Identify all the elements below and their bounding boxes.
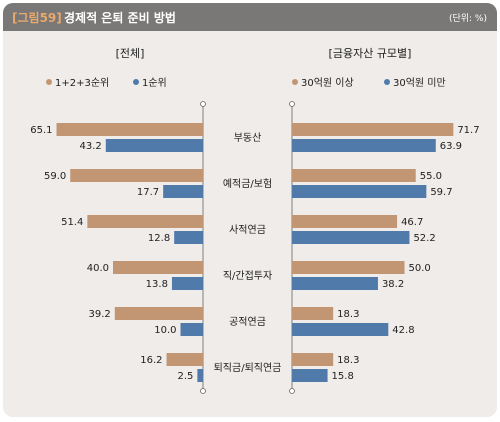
data-label-left-series-1: 39.2 [89, 309, 111, 320]
data-label-left-series-2: 43.2 [80, 141, 102, 152]
data-label-left-series-1: 16.2 [140, 355, 162, 366]
left-panel-title: [전체] [115, 47, 145, 60]
data-label-right-series-2: 42.8 [392, 325, 414, 336]
bar-left-series-1 [56, 123, 204, 136]
bar-right-series-1 [292, 261, 405, 274]
figure-number: [그림59] [12, 11, 62, 25]
bar-left-series-1 [113, 261, 203, 274]
category-label: 공적연금 [229, 316, 266, 328]
category-label: 사적연금 [229, 224, 266, 236]
data-label-right-series-2: 52.2 [413, 233, 435, 244]
bar-right-series-2 [292, 231, 410, 244]
bar-right-series-2 [292, 323, 389, 336]
data-label-right-series-2: 15.8 [332, 371, 354, 382]
data-label-left-series-2: 10.0 [154, 325, 176, 336]
legend-left-series-1-marker [46, 79, 52, 85]
bar-left-series-2 [174, 231, 203, 244]
data-label-left-series-1: 51.4 [61, 217, 83, 228]
bar-right-series-1 [292, 123, 454, 136]
data-label-right-series-2: 63.9 [440, 141, 462, 152]
data-label-left-series-1: 65.1 [30, 125, 52, 136]
category-label: 부동산 [234, 132, 262, 144]
bar-left-series-2 [180, 323, 203, 336]
data-label-right-series-1: 71.7 [457, 125, 479, 136]
data-label-left-series-2: 17.7 [137, 187, 159, 198]
data-label-right-series-1: 18.3 [337, 355, 359, 366]
legend-right-series-1-marker [292, 79, 298, 85]
category-label: 직/간접투자 [223, 270, 272, 282]
data-label-right-series-1: 46.7 [401, 217, 423, 228]
data-label-left-series-1: 59.0 [44, 171, 66, 182]
bar-left-series-2 [171, 277, 203, 290]
data-label-left-series-1: 40.0 [87, 263, 109, 274]
bar-right-series-2 [292, 277, 378, 290]
bar-right-series-1 [292, 169, 416, 182]
data-label-left-series-2: 12.8 [148, 233, 170, 244]
bar-left-series-1 [166, 353, 203, 366]
bar-right-series-2 [292, 139, 436, 152]
bar-right-series-1 [292, 307, 334, 320]
bar-left-series-2 [105, 139, 203, 152]
right-panel-title: [금융자산 규모별] [328, 47, 412, 60]
legend-right-series-2-marker [384, 79, 390, 85]
data-label-left-series-2: 13.8 [146, 279, 168, 290]
unit-label: (단위: %) [448, 14, 487, 24]
figure-header: [그림59] 경제적 은퇴 준비 방법 (단위: %) [3, 3, 497, 31]
legend-left-series-2-label: 1순위 [142, 76, 167, 89]
category-label: 퇴직금/퇴직연금 [214, 362, 282, 374]
data-label-right-series-1: 50.0 [409, 263, 431, 274]
bar-left-series-2 [163, 185, 203, 198]
data-label-right-series-2: 38.2 [382, 279, 404, 290]
legend-left-series-1-label: 1+2+3순위 [55, 76, 109, 89]
data-label-left-series-2: 2.5 [177, 371, 193, 382]
bar-left-series-2 [197, 369, 203, 382]
bar-left-series-1 [70, 169, 203, 182]
bar-left-series-1 [114, 307, 203, 320]
data-label-right-series-1: 18.3 [337, 309, 359, 320]
legend-right-series-1-label: 30억원 이상 [301, 77, 354, 89]
legend-left-series-2-marker [133, 79, 139, 85]
bar-right-series-2 [292, 369, 328, 382]
legend-right-series-2-label: 30억원 미만 [393, 77, 446, 89]
right-axis-bottom-cap [289, 388, 295, 394]
bar-right-series-1 [292, 353, 334, 366]
figure-title: 경제적 은퇴 준비 방법 [64, 11, 176, 25]
data-label-right-series-2: 59.7 [430, 187, 452, 198]
bar-right-series-2 [292, 185, 427, 198]
category-label: 예적금/보험 [223, 178, 272, 190]
butterfly-bar-chart: 1+2+3순위 1순위 30억원 이상 30억원 미만 65.1 43.2 71.7 63.9… [30, 76, 480, 394]
left-axis-bottom-cap [200, 388, 206, 394]
bar-right-series-1 [292, 215, 398, 228]
bar-left-series-1 [87, 215, 203, 228]
left-axis-top-cap [200, 101, 206, 107]
figure-panel: [그림59] 경제적 은퇴 준비 방법 (단위: %) [전체] [금융자산 규… [3, 3, 497, 417]
data-label-right-series-1: 55.0 [420, 171, 442, 182]
right-axis-top-cap [289, 101, 295, 107]
